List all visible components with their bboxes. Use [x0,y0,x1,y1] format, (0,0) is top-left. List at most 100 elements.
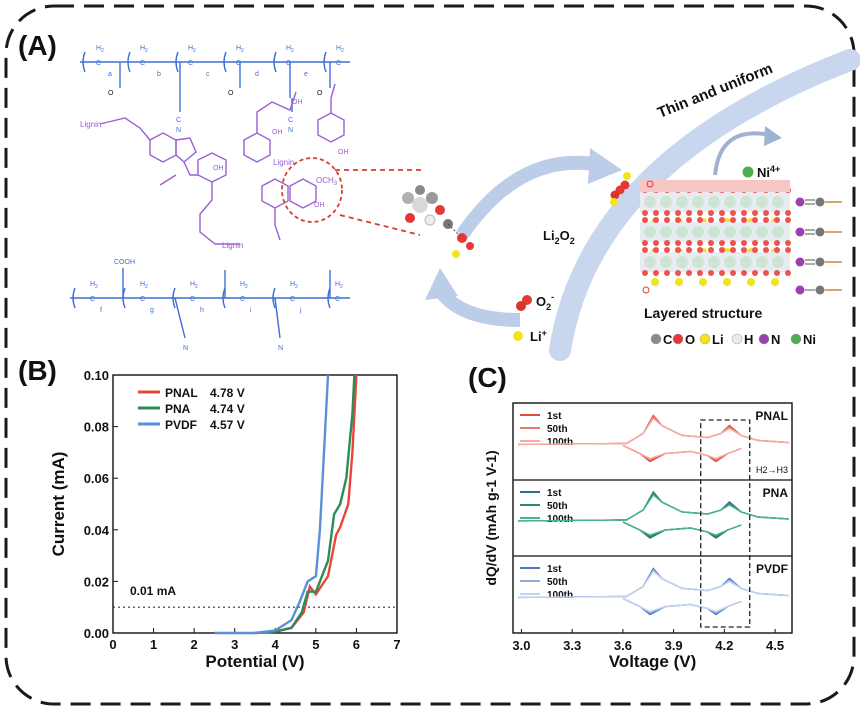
subpanel-name-pnal: PNAL [755,409,788,423]
layer-atom [724,196,736,208]
layer-atom [756,196,768,208]
bottom-index: h [200,307,204,314]
layer-o-atom [774,240,780,246]
layer-li-atom [651,278,659,286]
layer-o-atom [763,210,769,216]
legend-atom-h [731,333,743,345]
top-h-label: H [140,45,145,52]
panel-c-label: (C) [468,362,507,393]
top-bracket [223,51,227,73]
lignin-label-2: Lignin [222,241,243,250]
och3-label: OCH3 [316,176,338,187]
layer-atom [660,196,672,208]
legend-label-n: N [771,332,780,347]
layer-atom [740,256,752,268]
layer-atom [756,226,768,238]
layer-o-atom [719,240,725,246]
top-index: b [157,71,161,78]
li-ion-symbol [513,331,523,341]
highlight-box [700,419,751,628]
series-pvdf [214,374,330,635]
layer-o-atom [785,240,791,246]
layer-atom [740,226,752,238]
chain-n-atom [795,257,805,267]
cycle-label: 100th [547,514,573,525]
layer-atom [676,226,688,238]
layer-o-atom [675,217,681,223]
chain-c-atom [815,227,825,237]
layer-o-atom [697,240,703,246]
legend-label-o: O [685,332,695,347]
layer-o-atom [675,210,681,216]
h2-h3-annotation: H2→H3 [756,465,788,475]
layer-atom [660,226,672,238]
layer-o-atom [642,217,648,223]
legend-atom-c [650,333,662,345]
top-index: e [304,71,308,78]
layer-o-atom [686,247,692,253]
cycle-label: 100th [547,590,573,601]
bottom-h2-sub: 2 [295,284,298,290]
layer-o-atom [675,247,681,253]
layer-o-atom [719,270,725,276]
top-h2-sub: 2 [241,48,244,54]
chart-b-ytick-label: 0.04 [84,523,110,538]
cycle-label: 1st [547,564,562,575]
layer-atom [772,256,784,268]
legend-label-li: Li [712,332,724,347]
layer-o-atom [686,210,692,216]
top-index: d [255,71,259,78]
cycle-label: 50th [547,424,568,435]
arrow-head-to-sei [588,148,622,184]
chart-b-ytick-label: 0.08 [84,420,109,435]
layer-o-atom [664,210,670,216]
chart-b: 0 1 2 3 4 5 6 7 0.00 0.02 0.04 0.06 0.08 0.10 Potentia… [49,368,401,671]
layer-o-atom [774,217,780,223]
layer-atom [772,196,784,208]
arrow-head-ni [764,126,782,146]
ester-o: O [317,90,323,97]
lignin-label-1: Lignin [80,120,101,129]
nitrile-n: N [288,127,293,134]
chain-c-atom [815,285,825,295]
panel-b-label: (B) [18,355,57,386]
ester-o: O [108,90,114,97]
layer-o-atom [719,217,725,223]
layer-li-atom [771,278,779,286]
chart-b-ytick-label: 0.10 [84,368,109,383]
chain-c-atom [815,197,825,207]
top-h2-sub: 2 [291,48,294,54]
bottom-h-label: H [190,281,195,288]
subpanel-name-pvdf: PVDF [756,562,788,576]
cv-charge-curve [614,417,789,445]
layer-o-atom [708,247,714,253]
arrow-head-back [425,268,458,300]
bottom-c-label: C [290,296,295,303]
o2-ion-symbol [516,295,532,311]
layer-atom [724,256,736,268]
cycle-label: 50th [547,501,568,512]
layer-o-atom [741,247,747,253]
top-h2-sub: 2 [145,48,148,54]
bottom-c-label: C [240,296,245,303]
cv-discharge-curve [622,521,742,536]
layer-o-atom [642,210,648,216]
atom-legend: C O Li H N Ni [650,332,816,347]
layer-atom [708,256,720,268]
chain-n-atom [795,285,805,295]
bottom-h-label: H [90,281,95,288]
bottom-h-label: H [335,281,340,288]
bottom-h-label: H [290,281,295,288]
li-label: Li+ [530,328,547,344]
chart-c-xtick-label: 3.0 [512,638,530,653]
nitrile-c: C [288,117,293,124]
vacancy-atom [642,286,650,294]
layer-o-atom [741,240,747,246]
layer-o-atom [752,240,758,246]
bottom-h-label: H [140,281,145,288]
top-h-label: H [236,45,241,52]
bottom-c-label: C [335,296,340,303]
top-c-label: C [96,60,101,67]
layer-o-atom [774,247,780,253]
